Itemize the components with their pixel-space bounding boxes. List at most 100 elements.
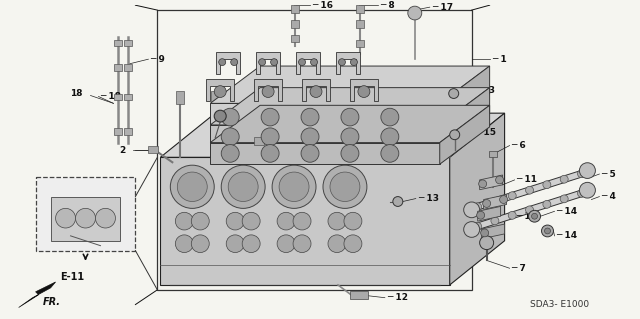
Bar [115, 40, 122, 47]
Text: ─ 14: ─ 14 [557, 231, 578, 240]
Polygon shape [468, 167, 591, 213]
Circle shape [579, 163, 595, 178]
Circle shape [381, 128, 399, 145]
Bar [148, 145, 158, 153]
Bar [371, 91, 379, 104]
Text: E-11: E-11 [60, 272, 84, 282]
Circle shape [560, 175, 568, 183]
Polygon shape [450, 113, 504, 285]
Text: ─ 5: ─ 5 [602, 169, 616, 179]
Circle shape [277, 212, 295, 230]
Polygon shape [19, 282, 56, 308]
Bar [124, 64, 132, 71]
Circle shape [328, 235, 346, 253]
Bar [157, 10, 472, 290]
Circle shape [344, 235, 362, 253]
Polygon shape [256, 52, 280, 74]
Circle shape [293, 212, 311, 230]
Circle shape [261, 145, 279, 162]
Text: 3: 3 [244, 131, 250, 140]
Bar [124, 40, 132, 47]
Circle shape [221, 108, 239, 126]
Circle shape [293, 235, 311, 253]
Circle shape [474, 203, 481, 211]
Polygon shape [440, 105, 490, 164]
Circle shape [221, 145, 239, 162]
Circle shape [310, 86, 322, 98]
Circle shape [341, 145, 359, 162]
Circle shape [242, 212, 260, 230]
Text: ─ 13: ─ 13 [474, 86, 495, 95]
Circle shape [170, 165, 214, 208]
Circle shape [341, 128, 359, 145]
Bar [251, 91, 259, 104]
Polygon shape [468, 187, 591, 233]
Polygon shape [477, 206, 500, 221]
Polygon shape [210, 103, 440, 131]
Circle shape [95, 208, 115, 228]
Bar [124, 93, 132, 100]
Bar [291, 5, 299, 13]
Bar [124, 128, 132, 135]
Bar [115, 128, 122, 135]
Circle shape [479, 236, 493, 249]
Bar [356, 40, 364, 48]
Polygon shape [216, 52, 240, 74]
Polygon shape [254, 79, 282, 101]
Circle shape [323, 165, 367, 208]
Circle shape [381, 145, 399, 162]
Polygon shape [440, 88, 490, 150]
Text: ─ 11: ─ 11 [516, 212, 538, 221]
Circle shape [393, 197, 403, 206]
Circle shape [577, 170, 586, 178]
Circle shape [381, 108, 399, 126]
Polygon shape [296, 52, 320, 74]
Bar [115, 93, 122, 100]
Circle shape [221, 165, 265, 208]
Text: ─ 15: ─ 15 [475, 128, 495, 137]
Circle shape [310, 59, 317, 66]
Circle shape [328, 212, 346, 230]
Text: ─ 12: ─ 12 [387, 293, 408, 302]
Circle shape [500, 196, 508, 204]
Circle shape [221, 128, 239, 145]
Polygon shape [479, 175, 502, 190]
Circle shape [298, 59, 305, 66]
Text: SDA3- E1000: SDA3- E1000 [530, 300, 589, 309]
Circle shape [175, 212, 193, 230]
Bar [331, 91, 339, 104]
Text: 2: 2 [119, 146, 125, 155]
Text: ─ 17: ─ 17 [432, 3, 453, 12]
Polygon shape [210, 88, 490, 125]
Bar [115, 64, 122, 71]
Circle shape [464, 202, 479, 218]
Circle shape [175, 235, 193, 253]
Text: ─ 7: ─ 7 [511, 264, 527, 273]
Text: ─ 14: ─ 14 [557, 207, 578, 216]
Circle shape [228, 172, 258, 202]
Polygon shape [484, 195, 507, 209]
Circle shape [242, 235, 260, 253]
Circle shape [261, 108, 279, 126]
Bar [445, 91, 454, 104]
Bar [291, 20, 299, 28]
Circle shape [279, 172, 309, 202]
Circle shape [477, 211, 484, 219]
Circle shape [277, 235, 295, 253]
Circle shape [226, 235, 244, 253]
Polygon shape [210, 125, 440, 150]
Circle shape [262, 86, 274, 98]
Bar [291, 35, 299, 42]
Circle shape [76, 208, 95, 228]
Polygon shape [302, 79, 330, 101]
Circle shape [560, 195, 568, 203]
Circle shape [545, 228, 550, 234]
Text: ─ 18: ─ 18 [100, 92, 122, 101]
Circle shape [351, 59, 357, 66]
Circle shape [214, 110, 226, 122]
Circle shape [577, 189, 586, 197]
Bar [211, 91, 220, 104]
Circle shape [177, 172, 207, 202]
Circle shape [479, 180, 486, 188]
Circle shape [541, 225, 554, 237]
